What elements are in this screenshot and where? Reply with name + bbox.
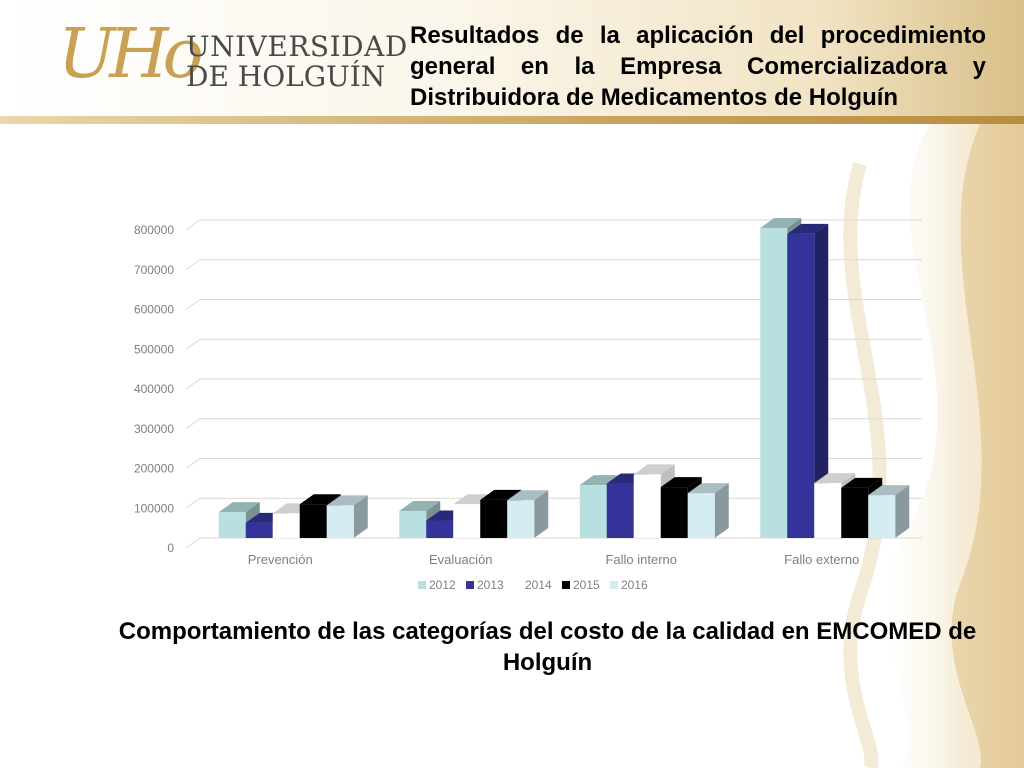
bar-2016-1 xyxy=(507,490,549,538)
legend-label: 2016 xyxy=(621,578,648,592)
bar-top xyxy=(507,490,549,501)
bar-top xyxy=(299,494,341,505)
bar-side xyxy=(714,483,729,538)
bar-2016-0 xyxy=(326,495,368,538)
bar-side xyxy=(353,495,368,538)
bar-front xyxy=(299,504,327,538)
bar-front xyxy=(606,483,634,538)
header-band xyxy=(0,0,1024,118)
bar-front xyxy=(272,513,300,538)
legend-item-2016: 2016 xyxy=(610,578,648,592)
bar-top xyxy=(579,475,621,486)
y-tick-label: 700000 xyxy=(134,263,174,277)
legend-swatch xyxy=(513,580,523,590)
legend-swatch xyxy=(466,581,474,589)
chart-caption: Comportamiento de las categorías del cos… xyxy=(118,618,977,676)
logo-line-2: DE HOLGUÍN xyxy=(186,60,386,93)
bars xyxy=(218,217,910,538)
bar-side xyxy=(534,490,549,538)
legend-swatch xyxy=(418,581,426,589)
bar-top xyxy=(660,477,702,488)
slide-title: Resultados de la aplicación del procedim… xyxy=(410,22,986,111)
bar-top xyxy=(480,489,522,500)
legend-label: 2012 xyxy=(429,578,456,592)
legend-label: 2015 xyxy=(573,578,600,592)
gridline xyxy=(185,418,922,430)
bar-top xyxy=(841,477,883,488)
gridline xyxy=(185,338,922,350)
bar-front xyxy=(787,233,815,538)
bar-2016-3 xyxy=(868,485,910,538)
bar-front xyxy=(426,520,454,538)
y-tick-label: 500000 xyxy=(134,342,174,356)
bar-2016-2 xyxy=(687,483,729,538)
logo-line-1: UNIVERSIDAD xyxy=(186,30,408,63)
bar-front xyxy=(218,512,246,538)
y-axis-labels: 0 100000 200000 300000 400000 500000 600000 700… xyxy=(134,223,174,555)
legend-item-2015: 2015 xyxy=(562,578,600,592)
y-tick-label: 400000 xyxy=(134,382,174,396)
bar-top xyxy=(687,483,729,494)
bar-front xyxy=(326,505,354,538)
bar-top xyxy=(218,502,260,513)
legend-swatch xyxy=(610,581,618,589)
bar-front xyxy=(633,474,661,538)
x-tick-label: Fallo externo xyxy=(784,552,859,567)
bar-front xyxy=(453,504,481,538)
bar-top xyxy=(453,494,495,505)
bar-chart: 0 100000 200000 300000 400000 500000 600000 700… xyxy=(134,217,922,592)
gridline xyxy=(185,299,922,310)
y-tick-label: 200000 xyxy=(134,462,174,476)
gridline xyxy=(185,537,922,549)
bar-top xyxy=(760,217,802,228)
bar-front xyxy=(480,499,508,538)
gridline xyxy=(185,259,922,271)
header-rule xyxy=(0,116,1024,124)
y-tick-label: 0 xyxy=(167,541,174,555)
legend-label: 2013 xyxy=(477,578,504,592)
gridline xyxy=(185,378,922,390)
bar-front xyxy=(579,485,607,538)
logo-mark: UHo xyxy=(58,15,204,94)
x-axis-labels: Prevención Evaluación Fallo interno Fallo e… xyxy=(248,552,860,567)
bar-top xyxy=(868,485,910,496)
bar-side xyxy=(814,223,829,538)
legend-label: 2014 xyxy=(525,578,552,592)
bar-front xyxy=(841,487,869,538)
y-tick-label: 100000 xyxy=(134,501,174,515)
legend-item-2014: 2014 xyxy=(513,578,552,592)
gridline xyxy=(185,458,922,469)
bar-front xyxy=(814,483,842,538)
bar-top xyxy=(787,223,829,234)
x-tick-label: Evaluación xyxy=(429,552,493,567)
gridlines xyxy=(185,219,922,549)
bar-front xyxy=(660,487,688,538)
legend: 2012 2013 2014 2015 2016 xyxy=(418,578,648,592)
bar-top xyxy=(399,500,441,511)
bar-side xyxy=(895,485,910,538)
gridline xyxy=(185,219,922,231)
bar-front xyxy=(399,510,427,538)
legend-swatch xyxy=(562,581,570,589)
x-tick-label: Prevención xyxy=(248,552,313,567)
university-logo: UHo UNIVERSIDAD DE HOLGUÍN xyxy=(58,20,407,96)
legend-item-2013: 2013 xyxy=(466,578,504,592)
y-tick-label: 600000 xyxy=(134,303,174,317)
legend-item-2012: 2012 xyxy=(418,578,456,592)
x-tick-label: Fallo interno xyxy=(605,552,677,567)
bar-front xyxy=(507,500,535,538)
bar-front xyxy=(245,522,273,538)
bar-top xyxy=(326,495,368,506)
bar-2013-3 xyxy=(787,223,829,538)
bar-front xyxy=(868,495,896,538)
bar-front xyxy=(687,493,715,538)
y-tick-label: 800000 xyxy=(134,223,174,237)
decorative-gold-waves xyxy=(843,124,1024,768)
bar-top xyxy=(814,473,856,484)
bar-top xyxy=(633,464,675,475)
bar-front xyxy=(760,227,788,538)
y-tick-label: 300000 xyxy=(134,422,174,436)
